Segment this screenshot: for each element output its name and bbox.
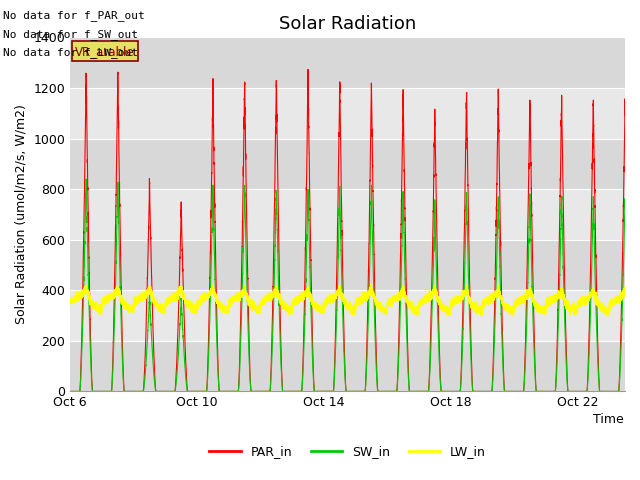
Bar [70, 341, 625, 391]
Text: No data for f_SW_out: No data for f_SW_out [3, 29, 138, 40]
Text: No data for f_LW_out: No data for f_LW_out [3, 47, 138, 58]
Y-axis label: Solar Radiation (umol/m2/s, W/m2): Solar Radiation (umol/m2/s, W/m2) [15, 105, 28, 324]
Text: No data for f_PAR_out: No data for f_PAR_out [3, 11, 145, 22]
Bar [70, 139, 625, 189]
X-axis label: Time: Time [593, 413, 624, 426]
Bar [70, 37, 625, 88]
Legend: PAR_in, SW_in, LW_in: PAR_in, SW_in, LW_in [204, 440, 491, 463]
Bar [70, 88, 625, 139]
Text: VR_arable: VR_arable [75, 45, 134, 58]
Bar [70, 189, 625, 240]
Title: Solar Radiation: Solar Radiation [279, 15, 416, 33]
Bar [70, 240, 625, 290]
Bar [70, 290, 625, 341]
